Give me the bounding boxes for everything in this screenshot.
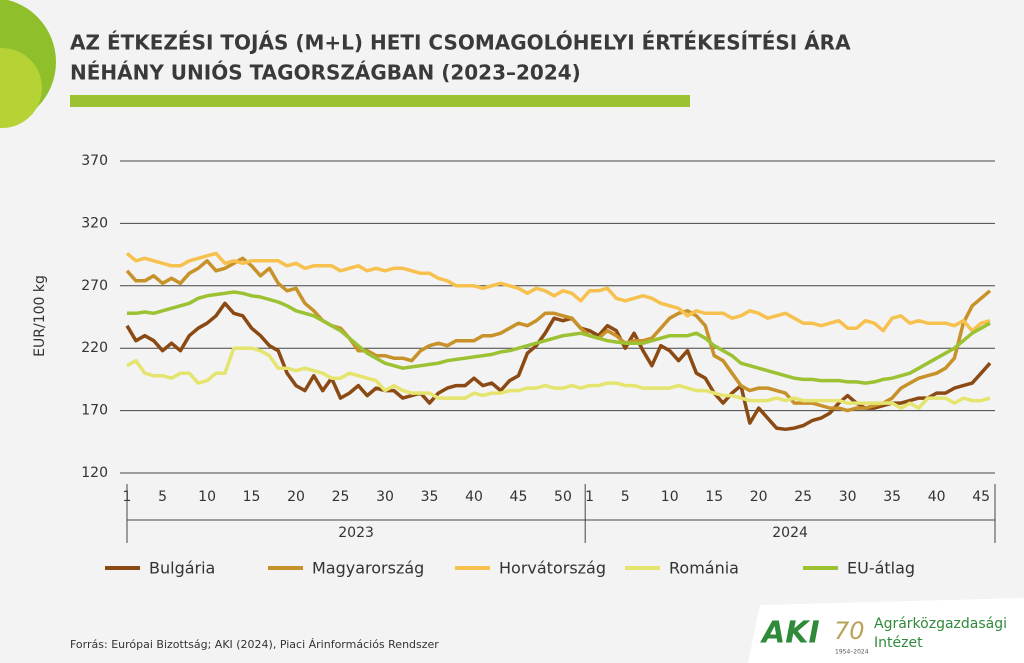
x-tick-label: 10 [661,489,679,505]
x-tick-label: 40 [465,489,483,505]
y-axis-label: EUR/100 kg [32,275,48,357]
series-line [125,301,992,432]
chart-title: NÉHÁNY UNIÓS TAGORSZÁGBAN (2023–2024) [70,61,581,85]
series-line [125,256,992,413]
legend-label: EU-átlag [847,559,915,578]
legend-label: Bulgária [149,559,215,578]
y-tick-label: 120 [81,465,108,481]
chart-title: AZ ÉTKEZÉSI TOJÁS (M+L) HETI CSOMAGOLÓHE… [70,31,851,55]
logo-panel [748,598,1024,663]
series-line [127,290,991,385]
x-tick-label: 30 [376,489,394,505]
logo: AKI 70 1954–2024 Agrárközgazdasági Intéz… [748,598,1024,663]
legend-label: Horvátország [499,559,606,578]
x-tick-label: 30 [839,489,857,505]
legend-label: Románia [669,559,739,578]
y-tick-label: 220 [81,340,108,356]
x-tick-label: 15 [243,489,261,505]
x-tick-label: 25 [794,489,812,505]
x-tick-label: 25 [332,489,350,505]
x-tick-label: 45 [510,489,528,505]
x-tick-label: 20 [750,489,768,505]
logo-years: 1954–2024 [835,649,869,656]
x-tick-label: 5 [621,489,630,505]
x-tick-label: 10 [198,489,216,505]
logo-anniversary: 70 [834,617,865,645]
logo-name: Intézet [874,635,923,651]
series-line [125,251,991,333]
group-label: 2023 [338,525,374,541]
x-tick-label: 50 [554,489,572,505]
logo-mark: AKI [760,616,820,651]
source: Forrás: Európai Bizottság; AKI (2024), P… [70,638,439,651]
logo-circle [0,48,42,128]
x-tick-label: 40 [928,489,946,505]
y-tick-label: 320 [81,215,108,231]
x-tick-label: 45 [972,489,990,505]
series-line [126,346,991,410]
x-tick-label: 20 [287,489,305,505]
group-label: 2024 [772,525,808,541]
y-tick-label: 370 [81,153,108,169]
x-tick-label: 35 [883,489,901,505]
logo-name: Agrárközgazdasági [874,616,1007,632]
x-tick-label: 35 [421,489,439,505]
x-tick-label: 1 [585,489,594,505]
y-tick-label: 170 [81,403,108,419]
y-tick-label: 270 [81,278,108,294]
legend-label: Magyarország [312,559,424,578]
x-tick-label: 15 [705,489,723,505]
title-underline [70,95,690,107]
x-tick-label: 5 [158,489,167,505]
